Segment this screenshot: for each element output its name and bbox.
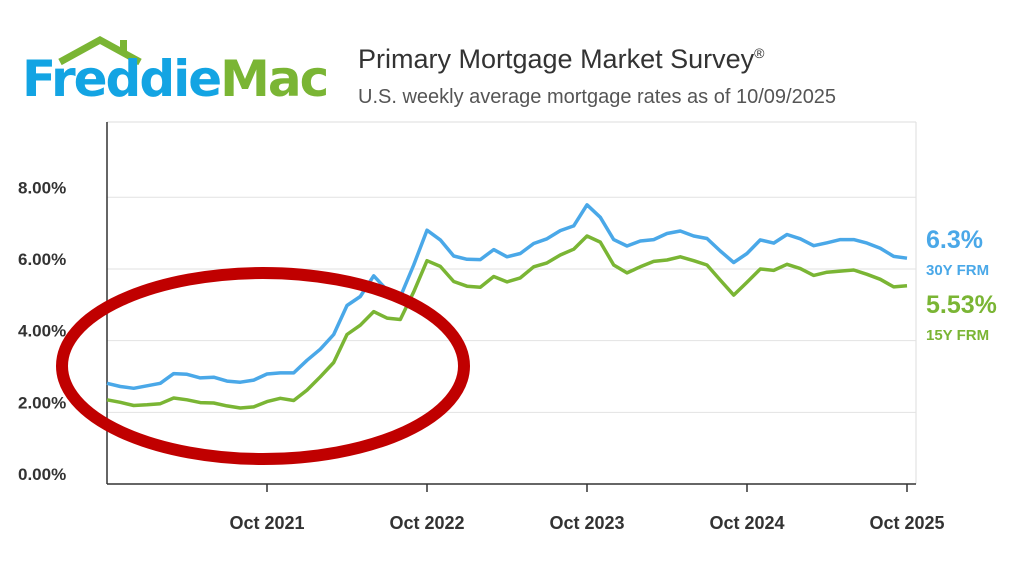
y-tick-label: 6.00% [18, 250, 66, 269]
highlight-ellipse [56, 267, 470, 465]
house-roof-icon [58, 36, 142, 66]
x-tick-label: Oct 2025 [869, 513, 944, 533]
end-value-label: 5.53% [926, 291, 997, 319]
chart-subtitle: U.S. weekly average mortgage rates as of… [358, 86, 837, 108]
x-tick-label: Oct 2022 [389, 513, 464, 533]
y-tick-label: 8.00% [18, 178, 66, 197]
registered-mark: ® [754, 45, 765, 61]
x-tick-label: Oct 2024 [709, 513, 784, 533]
logo-freddie: Freddie [22, 50, 222, 108]
logo-mac: Mac [220, 50, 329, 108]
y-tick-label: 4.00% [18, 322, 66, 341]
title-text: Primary Mortgage Market Survey [358, 44, 755, 74]
series-line-30y-frm [106, 203, 908, 391]
x-tick-label: Oct 2021 [229, 513, 304, 533]
chart-title: Primary Mortgage Market Survey® [358, 44, 764, 75]
freddie-mac-logo: FreddieMac [22, 36, 332, 116]
y-tick-label: 2.00% [18, 393, 66, 412]
series-name-label: 30Y FRM [926, 262, 989, 279]
y-tick-label: 0.00% [18, 465, 66, 484]
series-name-label: 15Y FRM [926, 327, 989, 344]
end-value-label: 6.3% [926, 226, 983, 254]
x-tick-label: Oct 2023 [549, 513, 624, 533]
